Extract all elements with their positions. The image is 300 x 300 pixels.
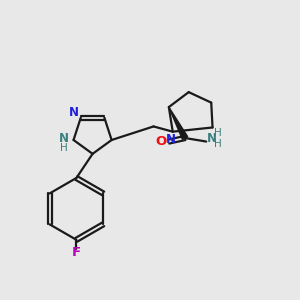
Text: F: F — [72, 246, 81, 259]
Text: H: H — [214, 140, 222, 149]
Text: H: H — [60, 142, 68, 153]
Polygon shape — [169, 107, 188, 140]
Text: H: H — [214, 128, 222, 138]
Text: N: N — [59, 132, 69, 145]
Text: N: N — [166, 133, 176, 146]
Text: N: N — [206, 132, 217, 145]
Text: N: N — [68, 106, 79, 119]
Text: O: O — [155, 135, 166, 148]
